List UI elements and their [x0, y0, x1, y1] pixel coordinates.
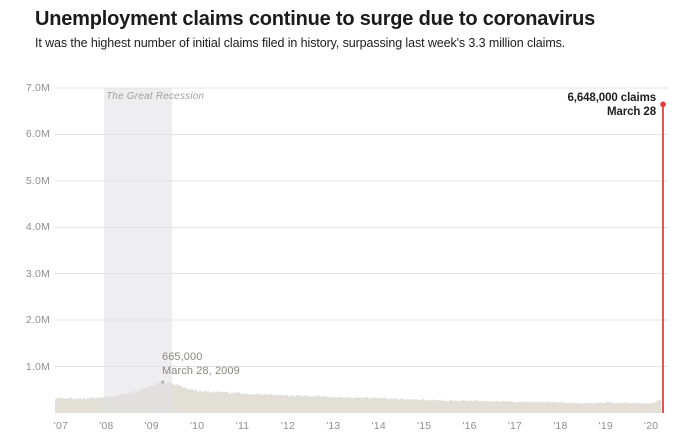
claims-area-series	[55, 380, 662, 413]
recession-band-label: The Great Recession	[106, 91, 205, 102]
annotation-2020-spike: 6,648,000 claims March 28	[567, 91, 656, 119]
y-axis-tick-label: 7.0M	[25, 82, 50, 94]
annotation-2009-peak: 665,000 March 28, 2009	[162, 351, 240, 378]
spike-dot	[660, 101, 666, 108]
x-axis-tick-label: '18	[553, 420, 568, 432]
annotation-2009-peak-date: March 28, 2009	[162, 364, 240, 377]
y-axis-tick-label: 6.0M	[25, 128, 50, 141]
y-axis-tick-label: 3.0M	[25, 267, 50, 280]
page-subtitle: It was the highest number of initial cla…	[35, 36, 566, 50]
annotation-2020-spike-value: 6,648,000 claims	[567, 92, 656, 104]
x-axis-tick-label: '17	[507, 420, 523, 432]
chart-header: Unemployment claims continue to surge du…	[35, 6, 675, 51]
y-axis-tick-label: 5.0M	[25, 174, 50, 187]
page-title: Unemployment claims continue to surge du…	[35, 8, 596, 30]
x-axis-tick-label: '20	[644, 420, 659, 432]
x-axis-tick-label: '15	[417, 420, 432, 432]
y-axis-tick-label: 2.0M	[25, 314, 50, 327]
x-axis-tick-label: '07	[53, 420, 69, 432]
annotation-2020-spike-date: March 28	[606, 106, 656, 118]
recession-band	[104, 88, 173, 413]
x-axis-tick-label: '13	[326, 420, 341, 432]
x-axis-tick-label: '11	[235, 420, 250, 432]
annotation-2009-peak-value: 665,000	[162, 351, 203, 363]
peak-dot	[161, 380, 165, 384]
x-axis-tick-label: '12	[280, 420, 296, 432]
y-axis-tick-label: 4.0M	[25, 221, 50, 234]
x-axis-tick-label: '08	[99, 420, 114, 432]
x-axis-tick-label: '16	[462, 420, 477, 432]
x-axis-tick-label: '19	[598, 420, 613, 432]
x-axis-tick-label: '14	[371, 420, 386, 432]
x-axis-tick-label: '10	[189, 420, 205, 432]
x-axis-tick-label: '09	[144, 420, 159, 432]
y-axis-tick-label: 1.0M	[25, 360, 50, 373]
